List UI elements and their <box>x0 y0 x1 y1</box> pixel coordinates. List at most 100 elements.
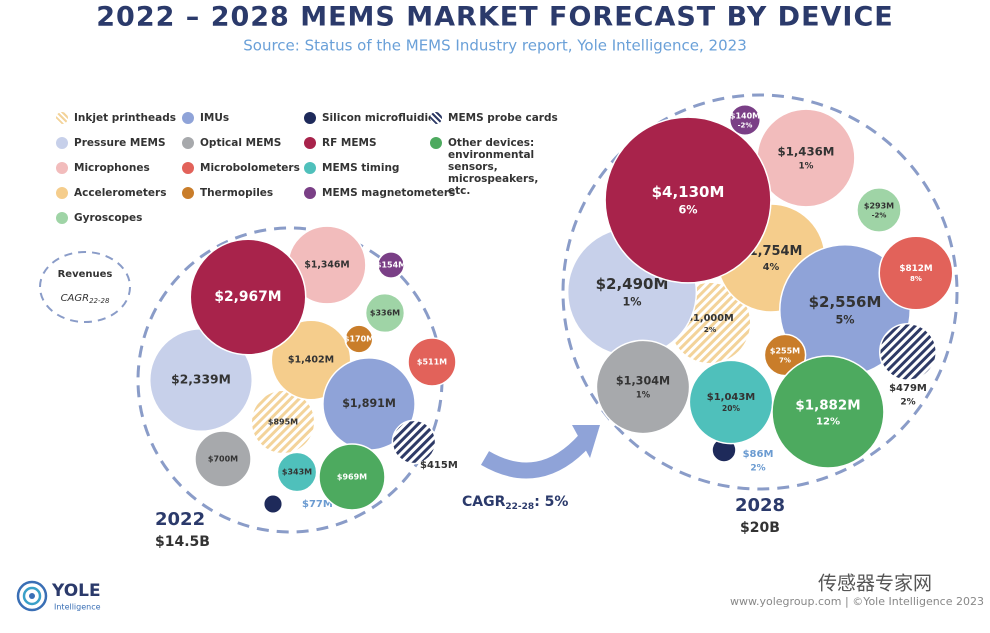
logo-ring <box>16 580 48 612</box>
group-title: 2028 <box>735 495 785 516</box>
legend-item: Other devices: environmental sensors, mi… <box>430 137 538 197</box>
size-legend-outline <box>39 251 131 323</box>
cagr-label: 6% <box>678 204 697 217</box>
bubble <box>604 116 772 284</box>
legend-item: RF MEMS <box>304 137 377 149</box>
bubble <box>728 103 762 137</box>
group-total: $14.5B <box>155 534 210 550</box>
logo-dot <box>29 593 35 599</box>
arrow-head <box>572 425 600 458</box>
cagr-label: 12% <box>816 416 840 427</box>
legend-item: Inkjet printheads <box>56 112 176 124</box>
value-label: $154M <box>376 261 406 270</box>
value-label: $415M <box>420 460 458 471</box>
logo <box>16 580 48 612</box>
legend-item: Pressure MEMS <box>56 137 166 149</box>
bubble <box>856 187 902 233</box>
group-total: $20B <box>740 520 780 536</box>
value-label: $293M <box>864 202 894 211</box>
bubble <box>276 451 318 493</box>
bubble <box>879 323 937 381</box>
cagr-text: CAGR <box>61 293 90 304</box>
cagr-label: 5% <box>835 314 854 327</box>
value-label: $2,339M <box>171 373 231 387</box>
cagr-label: 2% <box>900 398 915 408</box>
bubble <box>194 430 252 488</box>
value-label: $895M <box>268 418 298 427</box>
cagr-label: 2% <box>704 325 717 334</box>
legend-item: IMUs <box>182 112 229 124</box>
legend-item: MEMS probe cards <box>430 112 558 124</box>
value-label: $336M <box>370 309 400 318</box>
legend-swatch <box>56 112 68 124</box>
bubble <box>377 251 405 279</box>
legend-label: Gyroscopes <box>74 212 143 224</box>
cagr-label: 1% <box>622 296 641 309</box>
value-label: $255M <box>770 347 800 356</box>
legend-label: Microphones <box>74 162 150 174</box>
legend-swatch <box>182 187 194 199</box>
legend-label: Thermopiles <box>200 187 274 199</box>
watermark: 传感器专家网 <box>818 573 932 595</box>
value-label: $343M <box>282 468 312 477</box>
bubble <box>344 324 374 354</box>
cagr-label: 7% <box>779 357 791 365</box>
legend-swatch <box>56 212 68 224</box>
cagr-label: 1% <box>636 389 651 399</box>
legend-item: Accelerometers <box>56 187 166 199</box>
value-label: $86M <box>743 449 774 460</box>
cagr-sub: 22-28 <box>89 297 110 305</box>
value-label: $2,556M <box>809 293 882 311</box>
chart-title: 2022 – 2028 MEMS MARKET FORECAST BY DEVI… <box>96 2 893 33</box>
size-legend-label: CAGR22-28 <box>61 293 110 305</box>
legend-label: Inkjet printheads <box>74 112 176 124</box>
bubble <box>391 419 437 465</box>
value-label: $1,346M <box>304 260 349 271</box>
value-label: $969M <box>337 473 367 482</box>
legend-item: Microphones <box>56 162 150 174</box>
bubble <box>771 355 885 469</box>
value-label: $479M <box>889 383 927 394</box>
legend-swatch <box>430 137 442 149</box>
legend-swatch <box>182 112 194 124</box>
arrow <box>480 434 591 479</box>
legend-swatch <box>430 112 442 124</box>
legend-label: RF MEMS <box>322 137 377 149</box>
legend-label: Accelerometers <box>74 187 167 199</box>
value-label: $2,967M <box>214 289 281 305</box>
logo-text: YOLE <box>51 581 101 601</box>
value-label: $1,043M <box>707 392 756 403</box>
value-label: $77M <box>302 499 333 510</box>
legend-swatch <box>304 187 316 199</box>
legend-label: Other devices: environmental sensors, mi… <box>448 137 539 197</box>
cagr-label: 4% <box>763 262 780 273</box>
value-label: $1,882M <box>795 398 860 413</box>
value-label: $1,000M <box>686 313 733 324</box>
chart-subtitle: Source: Status of the MEMS Industry repo… <box>243 37 746 55</box>
cagr-text: CAGR <box>462 494 506 510</box>
legend-swatch <box>56 162 68 174</box>
legend-item: Silicon microfluidics <box>304 112 441 124</box>
legend: Inkjet printheads Pressure MEMS Microphone… <box>56 112 576 232</box>
bubble <box>364 292 406 334</box>
bubble <box>595 339 691 435</box>
size-legend-label: Revenues <box>58 269 113 280</box>
legend-swatch <box>182 162 194 174</box>
legend-label: Optical MEMS <box>200 137 282 149</box>
value-label: $140M <box>730 112 760 121</box>
value-label: $4,130M <box>652 183 725 201</box>
legend-label: Microbolometers <box>200 162 300 174</box>
legend-label: IMUs <box>200 112 230 124</box>
cagr-label: -2% <box>872 212 887 220</box>
bubble <box>189 238 307 356</box>
value-label: $170M <box>344 335 374 344</box>
cagr-label: -2% <box>738 122 753 130</box>
bubble <box>250 389 316 455</box>
legend-swatch <box>304 137 316 149</box>
bubble <box>262 493 284 515</box>
bubble <box>878 235 954 311</box>
logo-ring <box>22 586 42 606</box>
copyright: www.yolegroup.com | ©Yole Intelligence 2… <box>730 595 984 608</box>
legend-item: Microbolometers <box>182 162 300 174</box>
legend-item: Gyroscopes <box>56 212 142 224</box>
